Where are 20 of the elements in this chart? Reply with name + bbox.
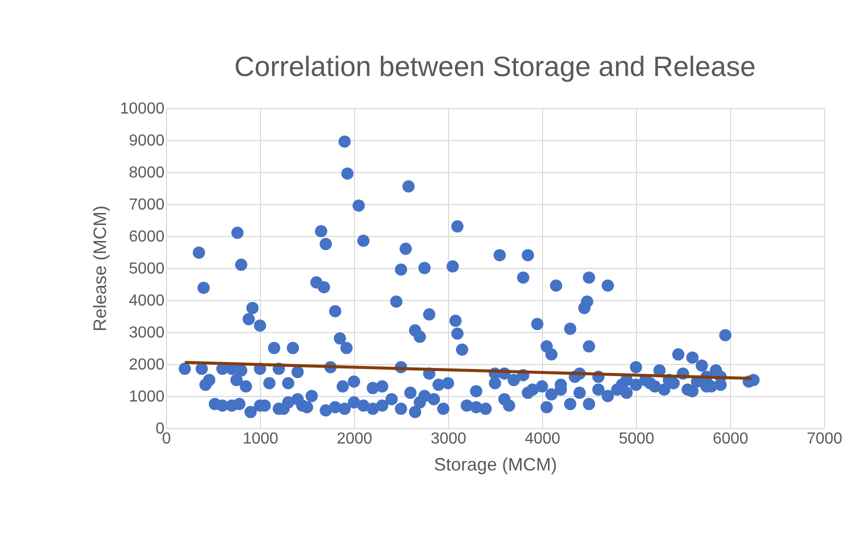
y-tick-label: 7000 [128,196,165,214]
y-tick-label: 3000 [128,324,165,342]
x-tick-label: 7000 [806,430,842,448]
x-tick-label: 4000 [524,430,560,448]
y-tick-label: 9000 [128,132,165,150]
y-tick-label: 10000 [120,100,165,118]
y-tick-label: 1000 [128,388,165,406]
x-tick-label: 6000 [712,430,748,448]
chart-title: Correlation between Storage and Release [234,51,756,82]
x-tick-label: 2000 [336,430,372,448]
y-tick-label: 5000 [128,260,165,278]
x-tick-label: 3000 [430,430,466,448]
y-tick-label: 8000 [128,164,165,182]
y-axis-title: Release (MCM) [90,205,110,332]
x-axis-title: Storage (MCM) [434,454,558,474]
x-tick-label: 1000 [242,430,278,448]
y-tick-label: 2000 [128,356,165,374]
x-tick-label: 5000 [618,430,654,448]
y-tick-label: 4000 [128,292,165,310]
y-tick-label: 6000 [128,228,165,246]
